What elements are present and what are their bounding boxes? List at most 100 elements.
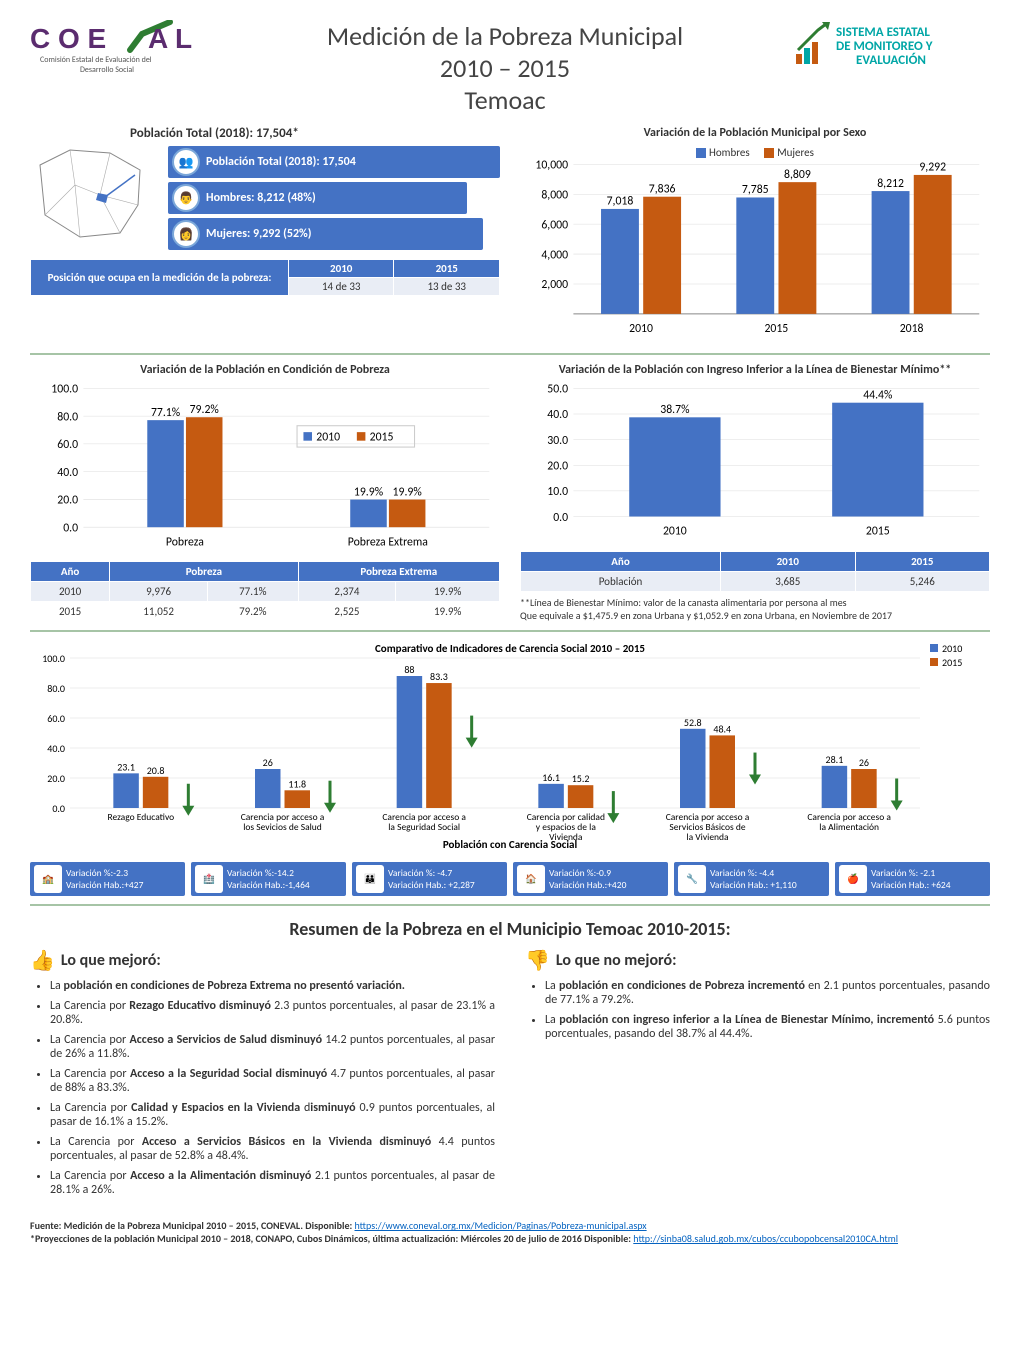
svg-text:la Alimentación: la Alimentación xyxy=(819,821,879,833)
card-icon: 👪 xyxy=(356,865,384,893)
svg-text:26: 26 xyxy=(263,756,273,769)
list-item: La población en condiciones de Pobreza i… xyxy=(545,979,990,1007)
mejoro-heading: 👍Lo que mejoró: xyxy=(30,948,495,973)
table-pobreza: AñoPobrezaPobreza Extrema 20109,97677.1%… xyxy=(30,561,500,622)
summary-columns: 👍Lo que mejoró: La población en condicio… xyxy=(30,948,990,1203)
svg-text:2010: 2010 xyxy=(663,524,687,538)
svg-text:20.0: 20.0 xyxy=(57,493,78,507)
svg-text:2015: 2015 xyxy=(942,656,962,669)
card-icon: 🍎 xyxy=(839,865,867,893)
svg-text:2010: 2010 xyxy=(942,642,962,655)
svg-text:88: 88 xyxy=(404,663,414,676)
svg-text:80.0: 80.0 xyxy=(57,410,78,424)
pop-bar-hombres: 👨 Hombres: 8,212 (48%) xyxy=(168,182,467,214)
svg-text:100.0: 100.0 xyxy=(51,383,78,397)
card-icon: 🏠 xyxy=(517,865,545,893)
chart-pobreza: 0.020.040.060.080.0100.02010201577.1%79.… xyxy=(30,383,500,554)
list-item: La Carencia por Acceso a Servicios Básic… xyxy=(50,1135,495,1163)
chart-sex-legend: Hombres Mujeres xyxy=(520,146,990,159)
svg-text:83.3: 83.3 xyxy=(430,671,448,684)
variation-card: 🏥Variación %:-14.2Variación Hab.:-1,464 xyxy=(191,862,346,896)
svg-text:Pobreza Extrema: Pobreza Extrema xyxy=(348,535,428,549)
svg-text:60.0: 60.0 xyxy=(47,712,65,725)
thumbs-down-icon: 👎 xyxy=(525,948,550,973)
svg-text:10,000: 10,000 xyxy=(535,159,568,173)
people-icon: 👥 xyxy=(172,148,200,176)
svg-text:Rezago Educativo: Rezago Educativo xyxy=(107,811,174,823)
svg-text:11.8: 11.8 xyxy=(288,778,306,791)
mejoro-list: La población en condiciones de Pobreza E… xyxy=(30,979,495,1197)
carencia-section: Comparativo de Indicadores de Carencia S… xyxy=(30,640,990,896)
logo-sistema: SISTEMA ESTATAL DE MONITOREO Y EVALUACIÓ… xyxy=(790,20,990,84)
svg-text:40.0: 40.0 xyxy=(547,408,568,422)
chart-lbm: 0.010.020.030.040.050.038.7%201044.4%201… xyxy=(520,383,990,543)
title-l2: 2010 – 2015 xyxy=(220,52,790,84)
svg-text:6,000: 6,000 xyxy=(541,218,568,232)
svg-text:SISTEMA ESTATAL: SISTEMA ESTATAL xyxy=(836,25,930,40)
card-icon: 🏥 xyxy=(195,865,223,893)
svg-text:28.1: 28.1 xyxy=(826,753,844,766)
svg-text:23.1: 23.1 xyxy=(117,761,135,774)
card-icon: 🔧 xyxy=(678,865,706,893)
svg-text:77.1%: 77.1% xyxy=(151,405,181,419)
svg-text:79.2%: 79.2% xyxy=(190,403,220,417)
variation-card: 🍎Variación %: -2.1Variación Hab.: +624 xyxy=(835,862,990,896)
source-link-1[interactable]: https://www.coneval.org.mx/Medicion/Pagi… xyxy=(355,1219,647,1232)
svg-text:Pobreza: Pobreza xyxy=(166,535,204,549)
table-lbm: Año20102015 Población3,6855,246 xyxy=(520,551,990,592)
svg-text:7,836: 7,836 xyxy=(649,182,676,196)
svg-text:9,292: 9,292 xyxy=(919,161,946,175)
svg-text:20.0: 20.0 xyxy=(47,772,65,785)
svg-text:2,000: 2,000 xyxy=(541,278,568,292)
svg-text:2010: 2010 xyxy=(316,430,340,444)
map-icon xyxy=(30,145,160,255)
pop-bar-total: 👥 Población Total (2018): 17,504 xyxy=(168,146,500,178)
posicion-table: Posición que ocupa en la medición de la … xyxy=(30,259,500,296)
svg-text:2015: 2015 xyxy=(764,322,788,336)
svg-text:0.0: 0.0 xyxy=(52,802,65,815)
no-mejoro-heading: 👎Lo que no mejoró: xyxy=(525,948,990,973)
list-item: La Carencia por Acceso a la Seguridad So… xyxy=(50,1067,495,1095)
lbm-footnote: **Línea de Bienestar Mínimo: valor de la… xyxy=(520,596,990,622)
svg-text:DE MONITOREO Y: DE MONITOREO Y xyxy=(836,39,933,54)
summary-title: Resumen de la Pobreza en el Municipio Te… xyxy=(30,918,990,940)
list-item: La Carencia por Rezago Educativo disminu… xyxy=(50,999,495,1027)
pop-title: Población Total (2018): 17,504* xyxy=(130,126,500,141)
svg-text:8,212: 8,212 xyxy=(877,177,904,191)
svg-text:80.0: 80.0 xyxy=(47,682,65,695)
svg-text:100.0: 100.0 xyxy=(42,652,65,665)
svg-text:2015: 2015 xyxy=(370,430,394,444)
svg-text:26: 26 xyxy=(859,756,869,769)
male-icon: 👨 xyxy=(172,184,200,212)
row-population: Población Total (2018): 17,504* 👥 Poblac… xyxy=(30,126,990,345)
svg-text:2010: 2010 xyxy=(629,322,653,336)
svg-text:15.2: 15.2 xyxy=(572,773,590,786)
svg-text:8,000: 8,000 xyxy=(541,189,568,203)
svg-text:40.0: 40.0 xyxy=(47,742,65,755)
svg-text:2018: 2018 xyxy=(900,322,924,336)
svg-text:30.0: 30.0 xyxy=(547,433,568,447)
svg-text:20.8: 20.8 xyxy=(147,764,165,777)
list-item: La Carencia por Acceso a la Alimentación… xyxy=(50,1169,495,1197)
title-l3: Temoac xyxy=(220,84,790,116)
source-link-2[interactable]: http://sinba08.salud.gob.mx/cubos/ccubop… xyxy=(633,1232,898,1245)
title-l1: Medición de la Pobreza Municipal xyxy=(220,20,790,52)
svg-text:A L: A L xyxy=(148,23,192,54)
svg-text:19.9%: 19.9% xyxy=(393,485,423,499)
pop-bar-mujeres: 👩 Mujeres: 9,292 (52%) xyxy=(168,218,483,250)
chart-sex: 2,0004,0006,0008,00010,0007,0187,8362010… xyxy=(520,159,990,341)
svg-text:EVALUACIÓN: EVALUACIÓN xyxy=(856,52,926,68)
svg-text:44.4%: 44.4% xyxy=(863,388,893,402)
svg-text:60.0: 60.0 xyxy=(57,438,78,452)
list-item: La Carencia por Calidad y Espacios en la… xyxy=(50,1101,495,1129)
logo-sub2: Desarrollo Social xyxy=(80,65,134,75)
chart-carencia: Comparativo de Indicadores de Carencia S… xyxy=(30,640,990,850)
svg-text:Comparativo de Indicadores de: Comparativo de Indicadores de Carencia S… xyxy=(375,642,645,655)
svg-text:los Sevicios de Salud: los Sevicios de Salud xyxy=(243,821,322,833)
female-icon: 👩 xyxy=(172,220,200,248)
thumbs-up-icon: 👍 xyxy=(30,948,55,973)
logo-coeval: C O E A L Comisión Estatal de Evaluación… xyxy=(30,20,220,84)
row-pobreza: Variación de la Población en Condición d… xyxy=(30,363,990,623)
svg-text:la Seguridad Social: la Seguridad Social xyxy=(388,821,460,833)
svg-text:7,018: 7,018 xyxy=(607,195,634,209)
